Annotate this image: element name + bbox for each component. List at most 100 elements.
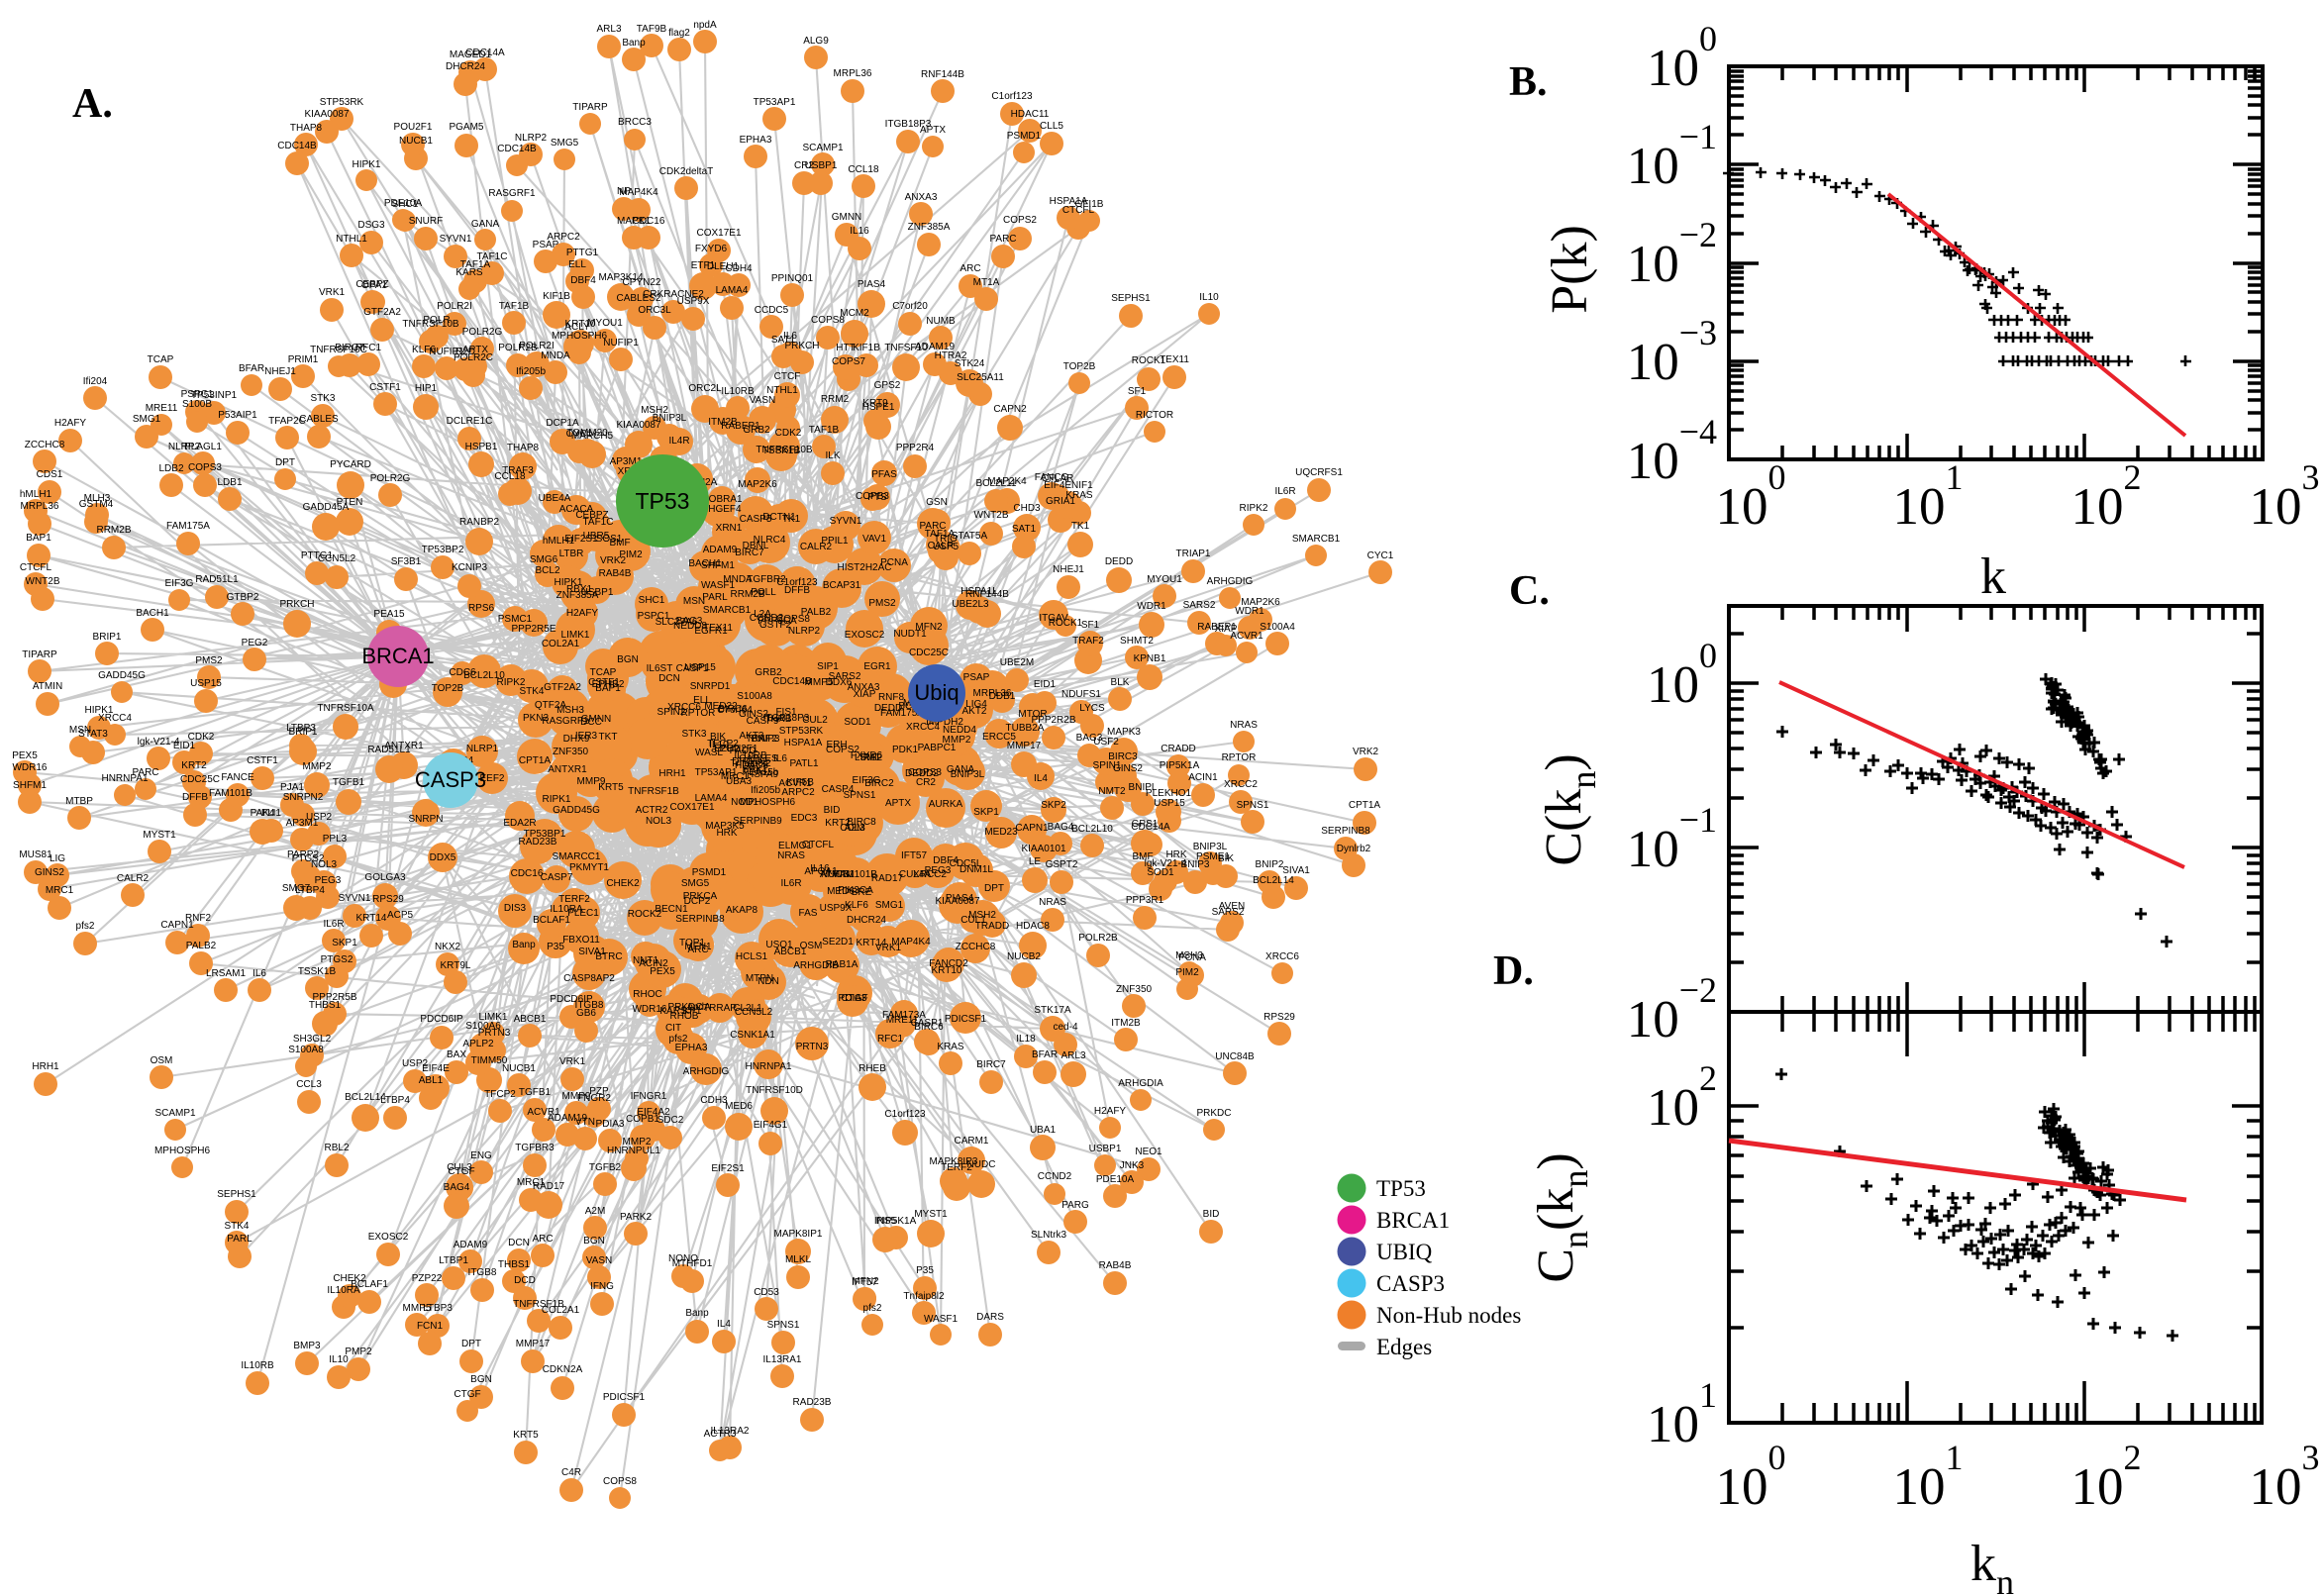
svg-text:D.: D.	[1493, 948, 1534, 994]
svg-text:PTEN: PTEN	[337, 497, 363, 508]
svg-text:TGFB1: TGFB1	[519, 1087, 552, 1098]
svg-text:DFFB: DFFB	[182, 792, 208, 803]
svg-text:COBRA1: COBRA1	[701, 494, 743, 505]
svg-text:TAF1A: TAF1A	[460, 259, 491, 270]
svg-text:TIPARP: TIPARP	[22, 649, 57, 660]
svg-text:FAS: FAS	[799, 908, 818, 919]
svg-text:DPT: DPT	[461, 1339, 481, 1349]
svg-text:MAPK8IP3: MAPK8IP3	[930, 1156, 978, 1167]
svg-text:QTF2A: QTF2A	[535, 700, 567, 711]
svg-text:TP53INP1: TP53INP1	[191, 390, 238, 401]
svg-text:TAF1B: TAF1B	[809, 425, 840, 436]
svg-text:MRE11: MRE11	[886, 1015, 919, 1026]
svg-text:TRIO: TRIO	[934, 534, 958, 545]
svg-text:EIF3G: EIF3G	[165, 578, 194, 589]
svg-text:TP53AP1: TP53AP1	[754, 97, 796, 108]
svg-text:TEX11: TEX11	[1160, 354, 1189, 365]
svg-text:RPS6: RPS6	[468, 603, 495, 614]
svg-text:TNFRSF10B: TNFRSF10B	[402, 319, 459, 330]
svg-text:GANA: GANA	[947, 764, 975, 775]
svg-text:USO1: USO1	[765, 940, 793, 950]
svg-text:SYVN1: SYVN1	[440, 234, 472, 245]
svg-text:RPS29: RPS29	[1263, 1012, 1295, 1023]
svg-text:NRAS: NRAS	[1039, 897, 1066, 908]
svg-text:HNRNPUL1: HNRNPUL1	[607, 1146, 660, 1156]
svg-text:VRK2: VRK2	[600, 555, 627, 566]
svg-text:ZCCHC8: ZCCHC8	[25, 440, 65, 450]
svg-text:Dynlrb2: Dynlrb2	[1337, 844, 1371, 854]
svg-text:SEPHS1: SEPHS1	[1111, 293, 1151, 304]
svg-text:PSMC1: PSMC1	[498, 614, 533, 625]
svg-text:HIP1: HIP1	[415, 383, 438, 394]
svg-text:MYST1: MYST1	[914, 1209, 948, 1220]
svg-text:SKP2: SKP2	[1041, 800, 1066, 811]
svg-text:CSTF1: CSTF1	[369, 382, 401, 393]
svg-text:BGN: BGN	[617, 654, 639, 665]
svg-text:TERF2: TERF2	[941, 1162, 972, 1173]
svg-text:UBE2L3: UBE2L3	[952, 599, 989, 610]
svg-text:H2AFY: H2AFY	[54, 418, 87, 429]
svg-text:S100A6: S100A6	[465, 1021, 501, 1032]
svg-text:IFNGR1: IFNGR1	[631, 1091, 667, 1102]
svg-text:SOD1: SOD1	[1147, 867, 1174, 878]
svg-text:ITM2B: ITM2B	[708, 417, 738, 428]
svg-text:PIK3CA: PIK3CA	[838, 885, 873, 896]
svg-text:TNFRSF1B: TNFRSF1B	[628, 786, 679, 797]
svg-text:MED6: MED6	[725, 1101, 753, 1112]
svg-text:OSM: OSM	[151, 1055, 173, 1066]
svg-text:AURKA: AURKA	[929, 799, 963, 810]
svg-text:ARC: ARC	[960, 263, 980, 274]
svg-text:RNF8: RNF8	[878, 692, 905, 703]
svg-text:CTGF: CTGF	[448, 1166, 474, 1177]
svg-text:ELL: ELL	[693, 695, 711, 706]
svg-text:ORC3L: ORC3L	[638, 305, 671, 316]
svg-text:VRK1: VRK1	[875, 943, 902, 953]
svg-text:CSTF1: CSTF1	[247, 755, 278, 766]
svg-text:C7orf64: C7orf64	[717, 705, 753, 716]
svg-text:NUFIP1: NUFIP1	[603, 338, 639, 349]
svg-text:PDE10A: PDE10A	[1096, 1174, 1135, 1185]
svg-text:PSAP: PSAP	[963, 672, 990, 683]
svg-text:MPHOSPH6: MPHOSPH6	[154, 1146, 211, 1156]
svg-text:LIG4: LIG4	[965, 699, 987, 710]
svg-text:CL2L1: CL2L1	[733, 1003, 762, 1014]
svg-text:CDC5L: CDC5L	[950, 858, 982, 869]
svg-text:WNT2B: WNT2B	[26, 576, 60, 587]
svg-text:RRM2B: RRM2B	[96, 525, 131, 536]
svg-text:BRE: BRE	[852, 887, 872, 898]
svg-text:KIF1B: KIF1B	[543, 291, 570, 302]
svg-text:CRKRACNE2: CRKRACNE2	[643, 289, 704, 300]
svg-text:IL10: IL10	[1199, 292, 1219, 303]
svg-text:DCP1A: DCP1A	[546, 418, 579, 429]
svg-text:PJA1: PJA1	[280, 782, 304, 793]
svg-text:ABL1: ABL1	[419, 1075, 444, 1086]
svg-text:COPS8: COPS8	[776, 614, 810, 625]
svg-text:TFCP2: TFCP2	[484, 1089, 516, 1100]
svg-text:POLR2G: POLR2G	[370, 473, 411, 484]
svg-text:LAMA4: LAMA4	[716, 285, 749, 296]
svg-text:BAG3: BAG3	[676, 616, 703, 627]
svg-text:KCNIP3: KCNIP3	[452, 562, 488, 573]
svg-text:CAPN1: CAPN1	[1015, 823, 1049, 834]
svg-text:MSH2: MSH2	[641, 405, 668, 416]
svg-text:ORC2L: ORC2L	[688, 383, 722, 394]
svg-text:PPP2R4: PPP2R4	[896, 443, 935, 453]
svg-text:VRK2: VRK2	[1353, 747, 1379, 757]
svg-text:HRK: HRK	[1165, 849, 1186, 860]
svg-text:CCND2: CCND2	[1038, 1171, 1072, 1182]
svg-text:npdA: npdA	[687, 1002, 711, 1013]
svg-text:COPB3: COPB3	[856, 491, 889, 502]
svg-text:S100B: S100B	[182, 399, 212, 410]
svg-text:DEDD2: DEDD2	[905, 768, 939, 779]
svg-text:CDS1: CDS1	[37, 469, 63, 480]
svg-text:FCN1: FCN1	[417, 1321, 444, 1332]
svg-text:CCL18: CCL18	[848, 164, 879, 175]
svg-text:PRKDC: PRKDC	[667, 1002, 702, 1013]
svg-text:COPS2: COPS2	[826, 745, 859, 755]
svg-text:S100A4: S100A4	[1260, 622, 1295, 633]
svg-text:DEDD: DEDD	[1105, 556, 1133, 567]
svg-text:GMNN: GMNN	[581, 714, 612, 725]
svg-text:CDC14B: CDC14B	[772, 676, 812, 687]
svg-text:NDN: NDN	[758, 976, 779, 987]
svg-text:CHEK2: CHEK2	[606, 878, 640, 889]
